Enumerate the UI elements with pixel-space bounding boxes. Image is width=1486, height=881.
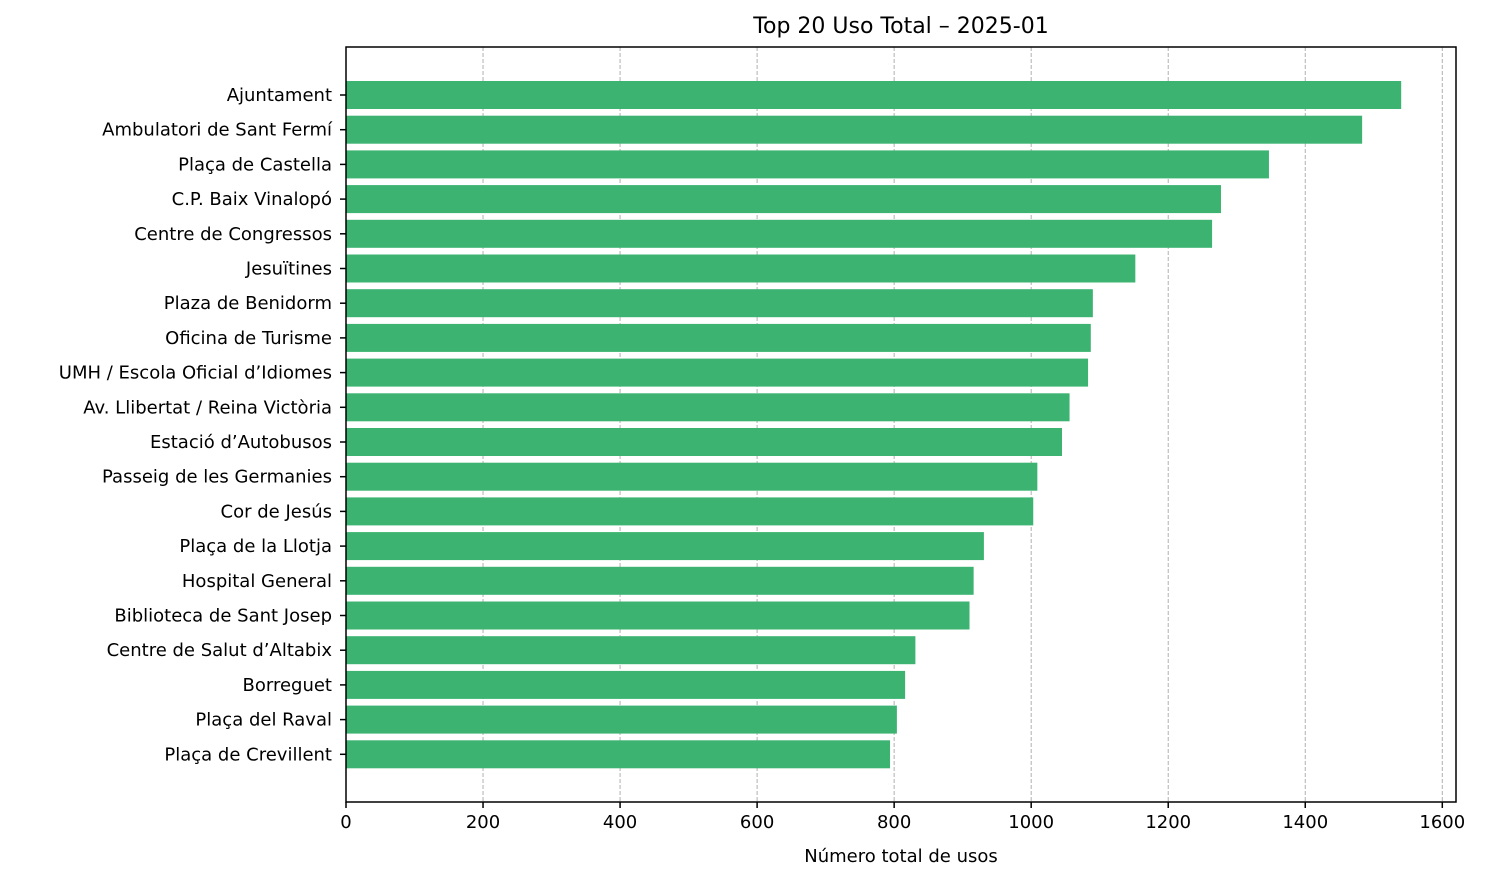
bar [346,601,970,630]
bar [346,81,1402,109]
y-tick-label: Plaça del Raval [195,710,332,731]
bar [346,566,974,595]
bar [346,705,897,734]
bars [346,81,1402,769]
x-tick-label: 0 [340,812,351,833]
y-tick-label: Borreguet [243,675,333,696]
y-tick-label: Biblioteca de Sant Josep [114,606,332,627]
y-tick-label: Estació d’Autobusos [150,432,332,453]
plot-frame [345,46,1457,803]
y-axis-ticks: Ajuntament Ambulatori de Sant Fermí Plaça … [59,85,346,765]
bar [346,289,1093,318]
bar [346,393,1070,422]
y-tick-label: Centre de Salut d’Altabix [107,640,333,661]
y-tick-label: Jesuïtines [245,259,332,280]
chart-title: Top 20 Uso Total – 2025-01 [752,14,1048,39]
y-tick-label: Plaza de Benidorm [164,293,332,314]
x-axis-label: Número total de usos [804,846,998,867]
bar [346,254,1136,283]
x-tick-label: 600 [740,812,774,833]
y-tick-label: C.P. Baix Vinalopó [172,189,332,210]
x-tick-label: 1200 [1145,812,1191,833]
bar [346,462,1038,491]
y-tick-label: Av. Llibertat / Reina Victòria [83,397,332,418]
x-tick-label: 1600 [1419,812,1465,833]
y-tick-label: Passeig de les Germanies [102,467,332,488]
bar [346,115,1363,144]
bar [346,358,1089,387]
y-tick-label: UMH / Escola Oficial d’Idiomes [59,363,332,384]
x-tick-label: 800 [877,812,911,833]
bar [346,497,1034,526]
y-tick-label: Oficina de Turisme [165,328,332,349]
bar [346,740,891,769]
y-tick-label: Cor de Jesús [221,501,332,522]
y-tick-label: Hospital General [182,571,332,592]
y-tick-label: Plaça de Castella [178,154,332,175]
y-tick-label: Plaça de la Llotja [179,536,332,557]
y-tick-label: Plaça de Crevillent [164,744,332,765]
bar [346,323,1091,352]
x-axis-ticks: 0 200 400 600 800 1000 1200 1400 1600 [340,802,1465,833]
x-tick-label: 1000 [1008,812,1054,833]
bar [346,219,1213,248]
bar [346,150,1269,179]
x-tick-label: 200 [466,812,500,833]
y-tick-label: Centre de Congressos [134,224,332,245]
bar [346,670,906,699]
x-tick-label: 400 [603,812,637,833]
y-tick-label: Ambulatori de Sant Fermí [102,120,333,141]
y-tick-label: Ajuntament [227,85,332,106]
bar [346,428,1063,456]
bar [346,185,1221,214]
x-tick-label: 1400 [1282,812,1328,833]
bar [346,636,916,665]
bar [346,532,984,561]
